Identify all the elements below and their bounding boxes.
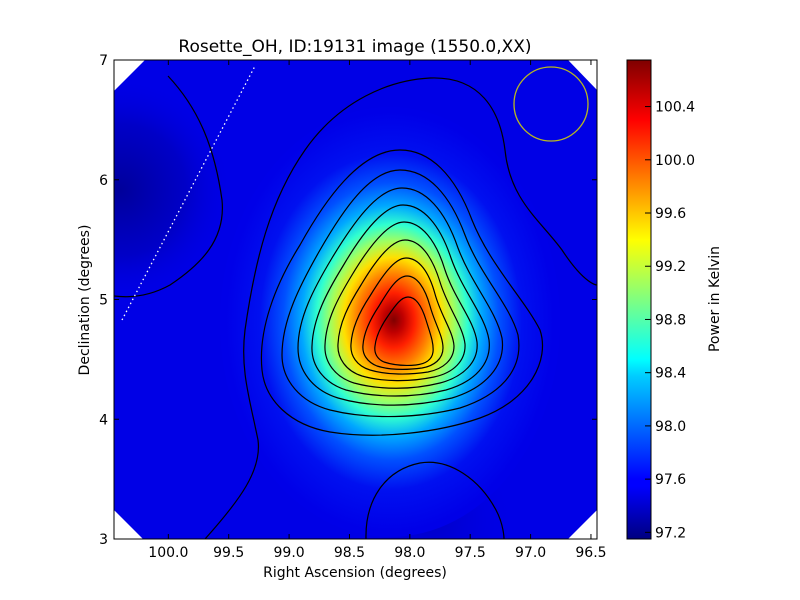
colorbar-ticks: 97.2 97.6 98.0 98.4 98.8 99.2 99.6 100.0 100.4 (645, 100, 695, 541)
contour-outer (204, 77, 598, 540)
heatmap-plot-area: 100.0 99.5 99.0 98.5 98.0 97.5 97.0 96.5 3 4 5 6 7 (99, 53, 606, 561)
x-tick-label: 98.0 (394, 545, 425, 561)
galactic-plane-line (121, 65, 256, 321)
y-tick-label: 6 (99, 173, 108, 189)
contour-level-3 (297, 187, 504, 406)
contour-level-5 (324, 221, 478, 389)
y-tick-label: 4 (99, 412, 108, 428)
colorbar-tick-label: 98.4 (655, 366, 686, 382)
x-axis-label: Right Ascension (degrees) (263, 565, 447, 581)
colorbar-tick-label: 97.6 (655, 472, 686, 488)
colorbar-gradient (626, 59, 652, 540)
colorbar-tick-label: 98.0 (655, 419, 686, 435)
x-tick-label: 98.5 (334, 545, 365, 561)
contour-level-7 (350, 257, 455, 375)
x-tick-label: 99.5 (213, 545, 244, 561)
y-tick-label: 7 (99, 53, 108, 69)
colorbar-tick-label: 98.8 (655, 312, 686, 328)
contour-level-6 (337, 239, 466, 382)
contour-level-8 (362, 275, 444, 370)
colorbar-tick-label: 99.6 (655, 206, 686, 222)
beam-circle (513, 66, 589, 142)
heatmap-hotspot (220, 107, 560, 537)
x-tick-label: 99.0 (274, 545, 305, 561)
contour-lines (113, 75, 598, 540)
x-tick-label: 100.0 (148, 545, 188, 561)
x-axis-ticks: 100.0 99.5 99.0 98.5 98.0 97.5 97.0 96.5 (148, 60, 607, 561)
colorbar-tick-label: 100.0 (655, 153, 695, 169)
colorbar: 97.2 97.6 98.0 98.4 98.8 99.2 99.6 100.0 100.4 P… (626, 59, 723, 541)
x-tick-label: 97.0 (515, 545, 546, 561)
y-axis-ticks: 3 4 5 6 7 (99, 53, 597, 548)
y-axis-label: Declination (degrees) (77, 225, 93, 376)
contour-level-4 (311, 204, 490, 397)
colorbar-tick-label: 100.4 (655, 100, 695, 116)
contour-level-1 (260, 149, 544, 436)
colorbar-tick-label: 97.2 (655, 525, 686, 541)
x-tick-label: 96.5 (575, 545, 606, 561)
y-tick-label: 3 (99, 532, 108, 548)
x-tick-label: 97.5 (455, 545, 486, 561)
contour-s-cold (365, 461, 505, 540)
colorbar-tick-label: 99.2 (655, 259, 686, 275)
y-tick-label: 5 (99, 293, 108, 309)
chart-title: Rosette_OH, ID:19131 image (1550.0,XX) (178, 37, 531, 57)
colorbar-label: Power in Kelvin (707, 246, 723, 352)
contour-level-9 (374, 296, 434, 366)
contour-level-2 (281, 169, 520, 418)
contour-nw-cold (113, 75, 223, 298)
